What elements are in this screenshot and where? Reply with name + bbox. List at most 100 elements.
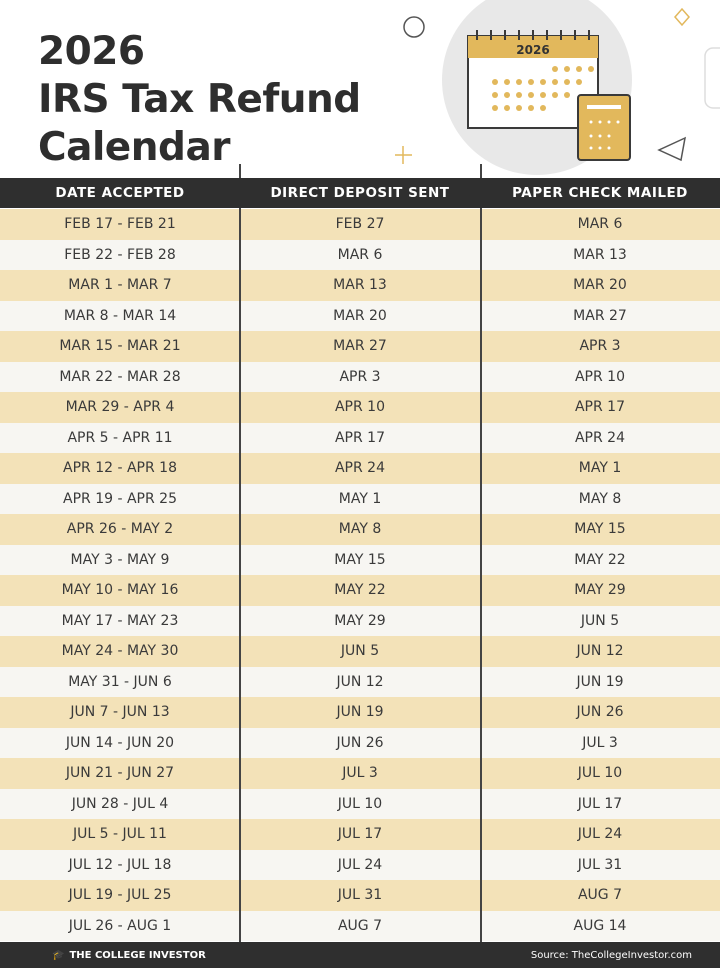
- table-row: MAY 3 - MAY 9 MAY 15 MAY 22: [0, 544, 720, 575]
- cell-paper-check: APR 3: [579, 338, 621, 355]
- table-header: DATE ACCEPTED DIRECT DEPOSIT SENT PAPER …: [0, 178, 720, 208]
- cell-paper-check: JUN 5: [580, 612, 620, 629]
- cell-date-accepted: MAY 17 - MAY 23: [61, 612, 179, 629]
- header-paper-check: PAPER CHECK MAILED: [512, 185, 688, 201]
- table-row: APR 12 - APR 18 APR 24 MAY 1: [0, 453, 720, 484]
- cell-date-accepted: JUN 7 - JUN 13: [70, 704, 170, 721]
- cell-date-accepted: MAY 31 - JUN 6: [68, 673, 172, 690]
- table-row: MAY 17 - MAY 23 MAY 29 JUN 5: [0, 605, 720, 636]
- cell-direct-deposit: JUL 31: [337, 887, 383, 904]
- cell-direct-deposit: JUN 12: [336, 673, 384, 690]
- cell-date-accepted: JUL 26 - AUG 1: [68, 917, 172, 934]
- cell-paper-check: JUL 17: [577, 795, 623, 812]
- table-row: FEB 17 - FEB 21 FEB 27 MAR 6: [0, 209, 720, 240]
- cell-date-accepted: MAY 24 - MAY 30: [61, 643, 179, 660]
- table-row: MAY 24 - MAY 30 JUN 5 JUN 12: [0, 636, 720, 667]
- cell-paper-check: JUL 10: [577, 765, 623, 782]
- cell-direct-deposit: JUL 24: [337, 856, 383, 873]
- cell-direct-deposit: JUL 3: [342, 765, 378, 782]
- cell-date-accepted: APR 12 - APR 18: [63, 460, 177, 477]
- table-row: MAR 15 - MAR 21 MAR 27 APR 3: [0, 331, 720, 362]
- cell-direct-deposit: JUN 5: [340, 643, 380, 660]
- column-divider: [480, 209, 482, 942]
- cell-date-accepted: JUN 14 - JUN 20: [65, 734, 175, 751]
- cell-date-accepted: APR 26 - MAY 2: [66, 521, 174, 538]
- table-row: JUL 26 - AUG 1 AUG 7 AUG 14: [0, 910, 720, 941]
- cell-date-accepted: APR 5 - APR 11: [67, 429, 173, 446]
- cell-paper-check: AUG 7: [577, 887, 623, 904]
- table-body: FEB 17 - FEB 21 FEB 27 MAR 6 FEB 22 - FEB 2…: [0, 209, 720, 941]
- brand-logo: 🎓 THE COLLEGE INVESTOR: [52, 950, 206, 961]
- cell-direct-deposit: MAY 22: [334, 582, 386, 599]
- cell-paper-check: MAY 8: [578, 490, 622, 507]
- cell-date-accepted: FEB 17 - FEB 21: [64, 216, 176, 233]
- title-line3: Calendar: [38, 125, 230, 170]
- column-divider: [239, 209, 241, 942]
- table-row: JUN 28 - JUL 4 JUL 10 JUL 17: [0, 788, 720, 819]
- table-row: APR 5 - APR 11 APR 17 APR 24: [0, 422, 720, 453]
- graduation-cap-icon: 🎓: [52, 949, 65, 961]
- table-row: APR 26 - MAY 2 MAY 8 MAY 15: [0, 514, 720, 545]
- cell-paper-check: JUN 26: [576, 704, 624, 721]
- title-year: 2026: [38, 29, 145, 74]
- cell-paper-check: APR 10: [574, 368, 625, 385]
- cell-paper-check: MAY 1: [578, 460, 622, 477]
- cell-direct-deposit: APR 3: [339, 368, 381, 385]
- table-row: MAR 22 - MAR 28 APR 3 APR 10: [0, 361, 720, 392]
- cell-direct-deposit: MAR 6: [337, 246, 383, 263]
- cell-direct-deposit: APR 17: [334, 429, 385, 446]
- cell-paper-check: MAY 29: [574, 582, 626, 599]
- table-row: FEB 22 - FEB 28 MAR 6 MAR 13: [0, 239, 720, 270]
- cell-date-accepted: JUL 12 - JUL 18: [68, 856, 172, 873]
- table-row: JUL 12 - JUL 18 JUL 24 JUL 31: [0, 849, 720, 880]
- cell-paper-check: MAY 22: [574, 551, 626, 568]
- cell-direct-deposit: MAY 1: [338, 490, 382, 507]
- cell-date-accepted: APR 19 - APR 25: [63, 490, 177, 507]
- table-row: MAR 1 - MAR 7 MAR 13 MAR 20: [0, 270, 720, 301]
- header-date-accepted: DATE ACCEPTED: [55, 185, 185, 201]
- cell-direct-deposit: MAY 15: [334, 551, 386, 568]
- table-row: MAY 10 - MAY 16 MAY 22 MAY 29: [0, 575, 720, 606]
- cell-date-accepted: MAR 8 - MAR 14: [63, 307, 177, 324]
- table-row: APR 19 - APR 25 MAY 1 MAY 8: [0, 483, 720, 514]
- cell-date-accepted: MAR 15 - MAR 21: [59, 338, 181, 355]
- cell-date-accepted: JUN 21 - JUN 27: [65, 765, 175, 782]
- cell-direct-deposit: FEB 27: [335, 216, 385, 233]
- cell-direct-deposit: MAR 13: [333, 277, 387, 294]
- cell-paper-check: APR 24: [574, 429, 625, 446]
- cell-paper-check: MAR 6: [577, 216, 623, 233]
- table-row: MAR 8 - MAR 14 MAR 20 MAR 27: [0, 300, 720, 331]
- cell-direct-deposit: MAY 29: [334, 612, 386, 629]
- cell-direct-deposit: APR 10: [334, 399, 385, 416]
- table-row: JUN 21 - JUN 27 JUL 3 JUL 10: [0, 758, 720, 789]
- cell-paper-check: MAR 20: [573, 277, 627, 294]
- cell-paper-check: JUL 24: [577, 826, 623, 843]
- header-direct-deposit: DIRECT DEPOSIT SENT: [270, 185, 450, 201]
- footer: 🎓 THE COLLEGE INVESTOR Source: TheColleg…: [0, 942, 720, 968]
- cell-date-accepted: MAR 1 - MAR 7: [68, 277, 172, 294]
- cell-paper-check: JUL 3: [582, 734, 618, 751]
- table-row: JUN 14 - JUN 20 JUN 26 JUL 3: [0, 727, 720, 758]
- table-row: JUL 5 - JUL 11 JUL 17 JUL 24: [0, 819, 720, 850]
- table-row: JUL 19 - JUL 25 JUL 31 AUG 7: [0, 880, 720, 911]
- cell-date-accepted: MAR 29 - APR 4: [65, 399, 175, 416]
- calendar-year: 2026: [516, 43, 549, 57]
- cell-date-accepted: MAR 22 - MAR 28: [59, 368, 181, 385]
- cell-paper-check: JUL 31: [577, 856, 623, 873]
- cell-date-accepted: MAY 10 - MAY 16: [61, 582, 179, 599]
- cell-date-accepted: FEB 22 - FEB 28: [64, 246, 176, 263]
- table-row: MAR 29 - APR 4 APR 10 APR 17: [0, 392, 720, 423]
- calendar-calculator-icon: 2026: [395, 0, 720, 175]
- table-row: MAY 31 - JUN 6 JUN 12 JUN 19: [0, 666, 720, 697]
- cell-direct-deposit: JUN 19: [336, 704, 384, 721]
- cell-direct-deposit: AUG 7: [337, 917, 383, 934]
- cell-direct-deposit: JUN 26: [336, 734, 384, 751]
- cell-date-accepted: MAY 3 - MAY 9: [70, 551, 170, 568]
- title-line2: IRS Tax Refund: [38, 77, 361, 122]
- page-title: 2026 IRS Tax Refund Calendar: [38, 28, 361, 172]
- cell-date-accepted: JUL 5 - JUL 11: [73, 826, 167, 843]
- cell-direct-deposit: APR 24: [334, 460, 385, 477]
- source-text: Source: TheCollegeInvestor.com: [530, 949, 692, 961]
- cell-paper-check: JUN 19: [576, 673, 624, 690]
- brand-name: THE COLLEGE INVESTOR: [69, 949, 206, 961]
